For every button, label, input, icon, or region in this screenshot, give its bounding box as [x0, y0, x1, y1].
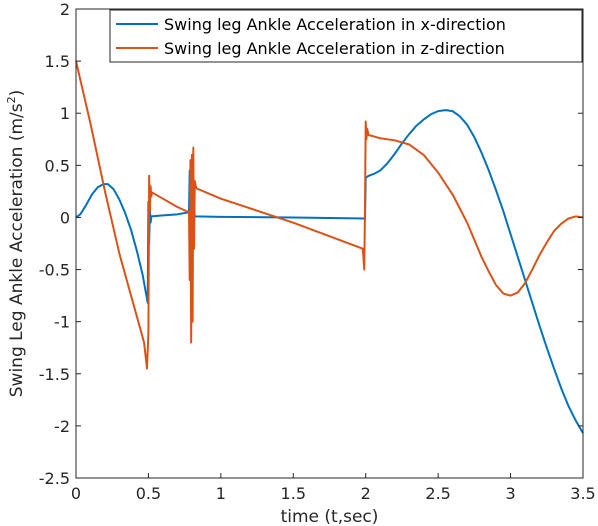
legend-label-z: Swing leg Ankle Acceleration in z-direct… [164, 39, 505, 58]
y-tick-label: 1.5 [45, 52, 70, 71]
series-layer [75, 60, 584, 434]
y-tick-label: -0.5 [39, 261, 70, 280]
plot-area [75, 8, 584, 479]
x-axis-title: time (t,sec) [281, 507, 379, 526]
y-tick-label: 2 [60, 0, 70, 19]
y-tick-label: 0.5 [45, 156, 70, 175]
x-tick-label: 2.5 [425, 484, 450, 503]
y-axis-title: Swing Leg Ankle Acceleration (m/s2) [5, 90, 27, 398]
x-tick-label: 0.5 [136, 484, 161, 503]
y-tick-label: -1.5 [39, 365, 70, 384]
x-tick-label: 1 [216, 484, 226, 503]
y-tick-label: 0 [60, 208, 70, 227]
y-axis-title-suffix: ) [7, 90, 27, 97]
x-tick-label: 1.5 [281, 484, 306, 503]
plot-frame [75, 8, 584, 479]
x-tick-label: 3 [505, 484, 515, 503]
series-line-z [75, 60, 584, 370]
y-tick-label: 1 [60, 104, 70, 123]
y-tick-label: -2 [54, 417, 70, 436]
plot-background [76, 9, 583, 478]
legend: Swing leg Ankle Acceleration in x-direct… [109, 9, 583, 63]
ticks-layer: 0 0.5 1 1.5 2 2.5 3 3.5 -2.5 -2 -1.5 -1 -0.5 0 0.5 1 1.5… [39, 0, 596, 503]
y-axis-title-superscript: 2 [5, 96, 18, 103]
x-tick-label: 0 [71, 484, 81, 503]
x-tick-label: 3.5 [570, 484, 595, 503]
y-axis-title-main: Swing Leg Ankle Acceleration (m/s [7, 103, 27, 397]
legend-box [109, 9, 583, 63]
y-tick-label: -1 [54, 313, 70, 332]
y-tick-label: -2.5 [39, 469, 70, 488]
x-tick-label: 2 [361, 484, 371, 503]
legend-label-x: Swing leg Ankle Acceleration in x-direct… [164, 15, 506, 34]
